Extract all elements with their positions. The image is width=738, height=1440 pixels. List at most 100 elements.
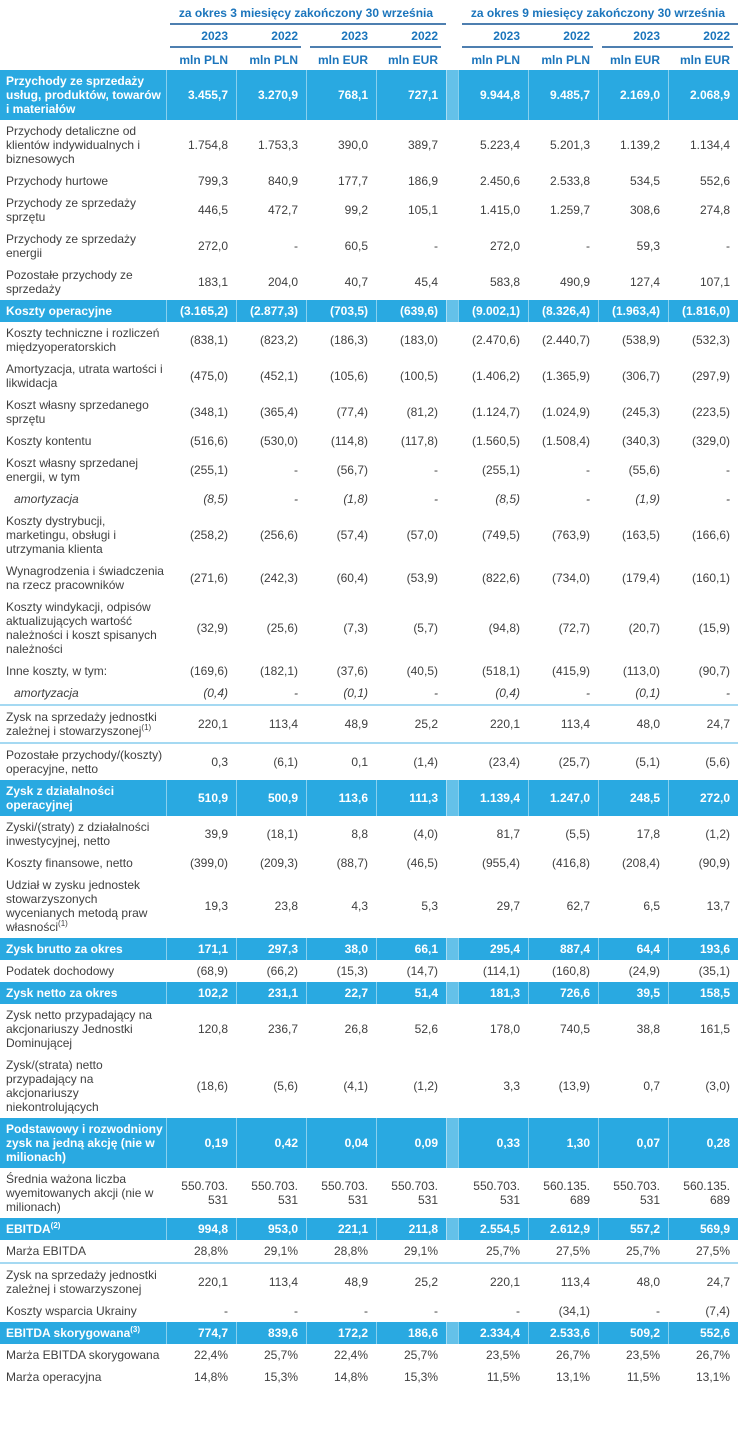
value-cell: 27,5% — [555, 1244, 590, 1258]
value-cell: 509,2 — [598, 1322, 668, 1344]
group-gap — [446, 1322, 458, 1344]
value-cell: 839,6 — [236, 1322, 306, 1344]
value-cell: 840,9 — [267, 174, 298, 188]
table-row: Inne koszty, w tym: (169,6) (182,1) (37,6) (… — [0, 660, 738, 682]
value-cell: (113,0) — [622, 664, 660, 678]
value-cell: 48,0 — [636, 717, 660, 731]
value-cell: 726,6 — [528, 982, 598, 1004]
value-cell: 295,4 — [458, 938, 528, 960]
value-cell: (32,9) — [196, 621, 228, 635]
row-label: Zysk brutto za okres — [6, 942, 123, 956]
value-cell: (7,4) — [705, 1304, 730, 1318]
value-cell: (1.508,4) — [541, 434, 590, 448]
row-label: Podstawowy i rozwodniony zysk na jedną a… — [6, 1122, 163, 1164]
unit-header: mln PLN — [179, 53, 228, 67]
value-cell: (186,3) — [329, 333, 368, 347]
value-cell: 220,1 — [489, 717, 520, 731]
footnote-marker: (3) — [130, 1325, 141, 1334]
year-header: 2022 — [703, 29, 730, 43]
value-cell: (15,3) — [336, 964, 368, 978]
value-cell: 66,1 — [376, 938, 446, 960]
table-row: Wynagrodzenia i świadczenia na rzecz pra… — [0, 560, 738, 596]
value-cell: (1,8) — [343, 492, 368, 506]
value-cell: 28,8% — [333, 1244, 368, 1258]
value-cell: 48,9 — [344, 1275, 368, 1289]
value-cell: (5,5) — [565, 827, 590, 841]
value-cell: (255,1) — [481, 463, 520, 477]
group-gap — [446, 1240, 458, 1262]
row-label: Zysk z działalności operacyjnej — [6, 784, 115, 812]
value-cell: (838,1) — [189, 333, 228, 347]
group-gap — [446, 938, 458, 960]
value-cell: 25,7% — [263, 1348, 298, 1362]
value-cell: 3.270,9 — [236, 70, 306, 120]
value-cell: (3.165,2) — [166, 300, 236, 322]
table-header-period-row: za okres 3 miesięcy zakończony 30 wrześn… — [0, 0, 738, 25]
value-cell: (242,3) — [259, 571, 298, 585]
value-cell: 23,5% — [485, 1348, 520, 1362]
table-row-total: Przychody ze sprzedaży usług, produktów,… — [0, 70, 738, 120]
table-row: amortyzacja (0,4) - (0,1) - (0,4) - (0,1) - — [0, 682, 738, 704]
value-cell: - — [726, 463, 730, 477]
value-cell: (822,6) — [481, 571, 520, 585]
value-cell: 5.201,3 — [549, 138, 590, 152]
value-cell: (18,1) — [266, 827, 298, 841]
table-row: Przychody ze sprzedaży sprzętu 446,5 472,7… — [0, 192, 738, 228]
value-cell: (763,9) — [551, 528, 590, 542]
value-cell: 186,6 — [376, 1322, 446, 1344]
value-cell: 500,9 — [236, 780, 306, 816]
row-label: Zysk netto przypadający na akcjonariuszy… — [6, 1008, 153, 1050]
value-cell: (538,9) — [621, 333, 660, 347]
value-cell: 4,3 — [351, 899, 368, 913]
value-cell: 550.703. 531 — [181, 1179, 228, 1207]
value-cell: (77,4) — [336, 405, 368, 419]
table-row-total: Zysk z działalności operacyjnej 510,9 500,… — [0, 780, 738, 816]
value-cell: 113,4 — [268, 717, 298, 731]
value-cell: (35,1) — [698, 964, 730, 978]
row-label: Amortyzacja, utrata wartości i likwidacj… — [6, 362, 163, 390]
value-cell: 11,5% — [626, 1370, 660, 1384]
value-cell: - — [726, 239, 730, 253]
group-gap — [446, 510, 458, 560]
group-gap — [446, 1300, 458, 1322]
value-cell: (530,0) — [259, 434, 298, 448]
year-pair-pln-9m: 2023 2022 — [458, 25, 598, 48]
value-cell: 534,5 — [629, 174, 660, 188]
value-cell: 111,3 — [376, 780, 446, 816]
value-cell: 550.703. 531 — [251, 1179, 298, 1207]
value-cell: (105,6) — [329, 369, 368, 383]
value-cell: 560.135. 689 — [543, 1179, 590, 1207]
row-label: Koszt własny sprzedanej energii, w tym — [6, 456, 139, 484]
group-gap — [446, 25, 458, 48]
value-cell: 107,1 — [699, 275, 730, 289]
value-cell: (46,5) — [406, 856, 438, 870]
value-cell: 1.134,4 — [689, 138, 730, 152]
group-gap — [446, 488, 458, 510]
value-cell: 272,0 — [197, 239, 228, 253]
row-label: Przychody hurtowe — [6, 174, 109, 188]
value-cell: 29,1% — [403, 1244, 438, 1258]
value-cell: (23,4) — [488, 755, 520, 769]
value-cell: 62,7 — [566, 899, 590, 913]
row-label: Inne koszty, w tym: — [6, 664, 108, 678]
value-cell: 204,0 — [267, 275, 298, 289]
value-cell: 510,9 — [166, 780, 236, 816]
value-cell: 0,09 — [376, 1118, 446, 1168]
value-cell: 6,5 — [643, 899, 660, 913]
value-cell: (179,4) — [621, 571, 660, 585]
group-gap — [446, 1054, 458, 1118]
table-row: Przychody detaliczne od klientów indywid… — [0, 120, 738, 170]
table-row: Marża EBITDA 28,8% 29,1% 28,8% 29,1% 25,7% 27,… — [0, 1240, 738, 1262]
table-row: Koszt własny sprzedanego sprzętu (348,1) (… — [0, 394, 738, 430]
value-cell: 45,4 — [414, 275, 438, 289]
value-cell: (415,9) — [551, 664, 590, 678]
value-cell: 11,5% — [486, 1370, 520, 1384]
value-cell: 297,3 — [236, 938, 306, 960]
group-gap — [446, 300, 458, 322]
value-cell: 172,2 — [306, 1322, 376, 1344]
value-cell: (5,6) — [705, 755, 730, 769]
value-cell: 2.169,0 — [598, 70, 668, 120]
value-cell: 52,6 — [414, 1022, 438, 1036]
value-cell: 26,7% — [695, 1348, 730, 1362]
value-cell: 29,7 — [496, 899, 520, 913]
